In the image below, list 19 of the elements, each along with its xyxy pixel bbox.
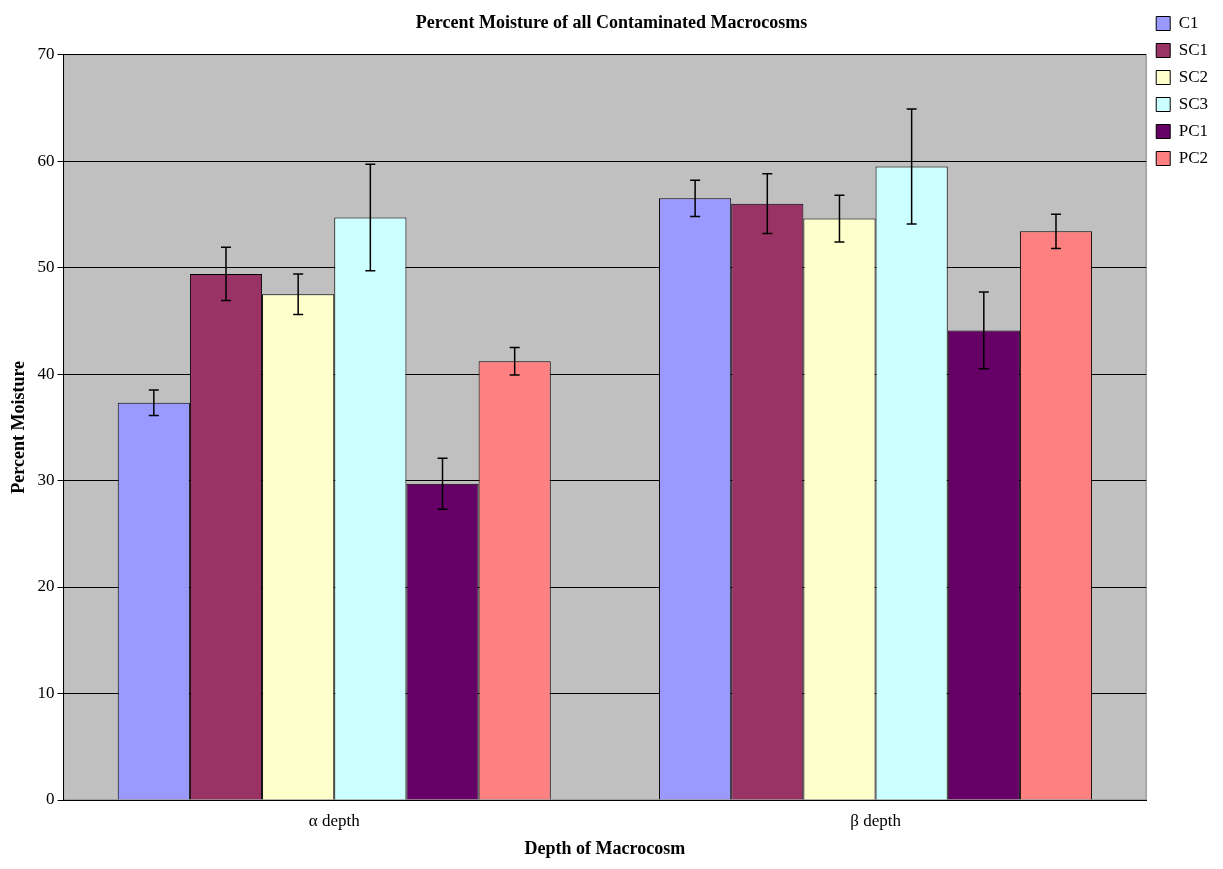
y-tick-label: 60: [37, 150, 55, 170]
legend-label: SC3: [1178, 93, 1208, 113]
x-tick-label: α depth: [308, 810, 361, 830]
y-tick-label: 10: [37, 682, 55, 702]
y-tick-label: 50: [37, 257, 55, 277]
y-tick-label: 70: [37, 44, 55, 64]
y-tick-label: 0: [46, 789, 55, 809]
y-axis-title: Percent Moisture: [8, 360, 29, 494]
y-tick-label: 40: [37, 363, 55, 383]
chart-title: Percent Moisture of all Contaminated Macrocosms: [415, 12, 808, 33]
y-tick-label: 30: [37, 470, 55, 490]
x-tick-label: β depth: [850, 810, 902, 830]
x-axis-title: Depth of Macrocosm: [524, 837, 686, 858]
legend-label: C1: [1178, 12, 1199, 32]
y-tick-label: 20: [37, 576, 55, 596]
legend-label: PC2: [1178, 147, 1208, 167]
legend-label: PC1: [1178, 120, 1208, 140]
legend-label: SC1: [1178, 39, 1208, 59]
legend-label: SC2: [1178, 66, 1208, 86]
